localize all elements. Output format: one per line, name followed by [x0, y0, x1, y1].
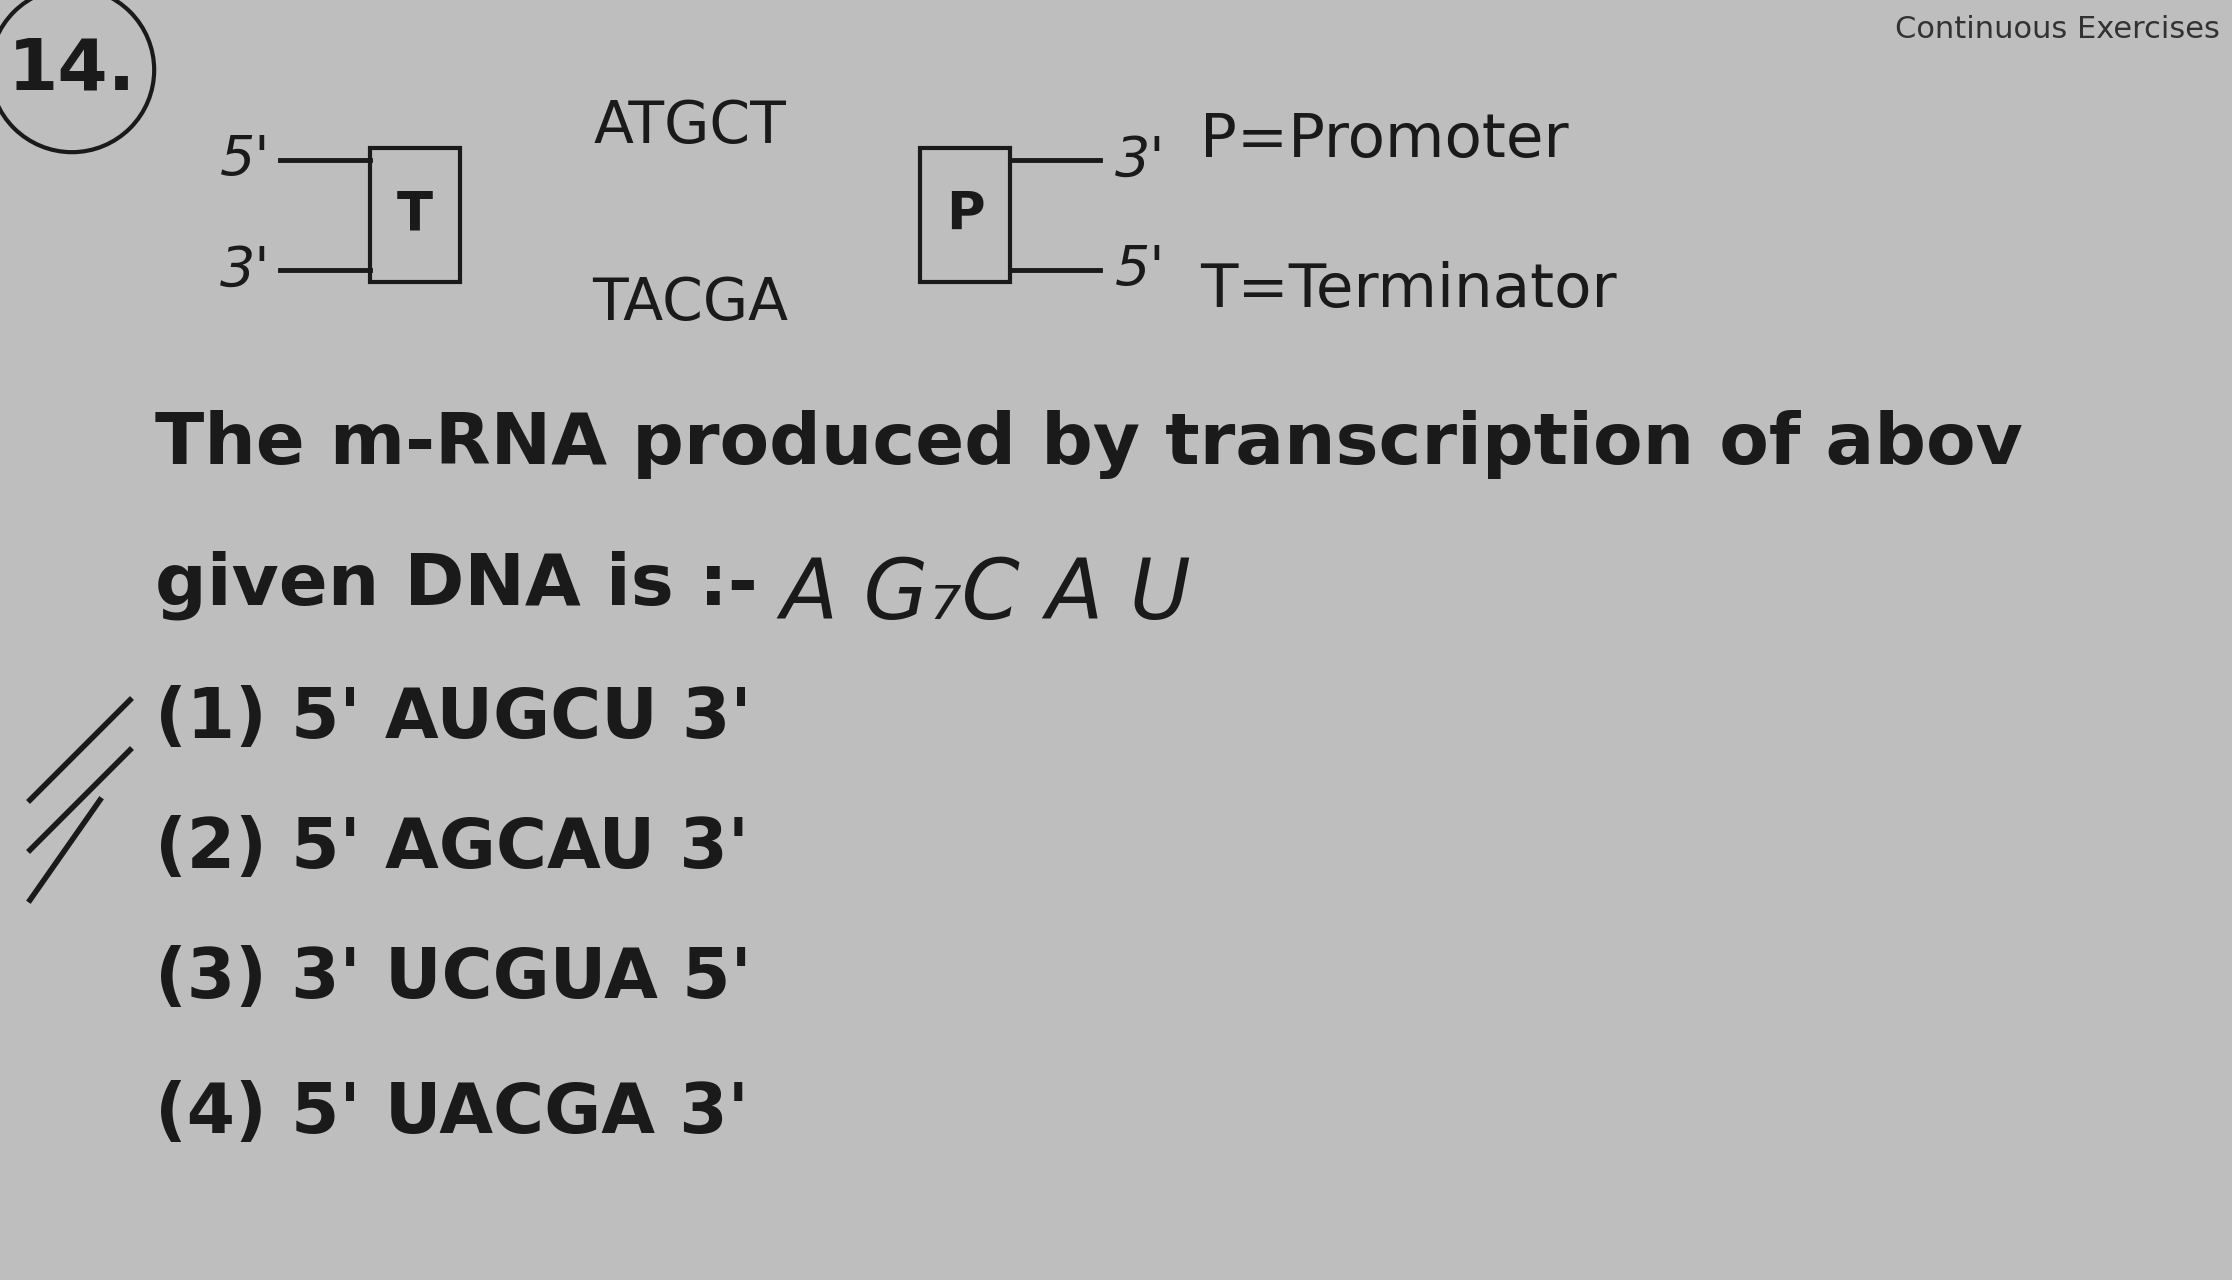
Text: T=Terminator: T=Terminator: [1201, 261, 1616, 320]
Text: The m-RNA produced by transcription of abov: The m-RNA produced by transcription of a…: [154, 410, 2022, 479]
Text: (3) 3' UCGUA 5': (3) 3' UCGUA 5': [154, 945, 752, 1012]
Text: 3': 3': [1116, 133, 1165, 187]
Text: given DNA is :-: given DNA is :-: [154, 550, 757, 620]
Text: P=Promoter: P=Promoter: [1201, 110, 1569, 169]
Text: T: T: [397, 189, 433, 241]
Text: (1) 5' AUGCU 3': (1) 5' AUGCU 3': [154, 685, 752, 751]
Text: 5': 5': [1116, 243, 1165, 297]
Text: 3': 3': [219, 243, 270, 297]
Text: 5': 5': [219, 133, 270, 187]
Bar: [920, 148, 1011, 282]
Text: 14.: 14.: [9, 36, 136, 105]
Text: A G₇C A U: A G₇C A U: [779, 556, 1190, 636]
Text: (4) 5' UACGA 3': (4) 5' UACGA 3': [154, 1080, 750, 1147]
Text: Continuous Exercises: Continuous Exercises: [1895, 15, 2221, 44]
Text: P: P: [946, 189, 984, 241]
Text: (2) 5' AGCAU 3': (2) 5' AGCAU 3': [154, 815, 750, 882]
Bar: [371, 148, 460, 282]
Text: ATGCT: ATGCT: [594, 99, 786, 155]
Text: TACGA: TACGA: [591, 275, 788, 332]
